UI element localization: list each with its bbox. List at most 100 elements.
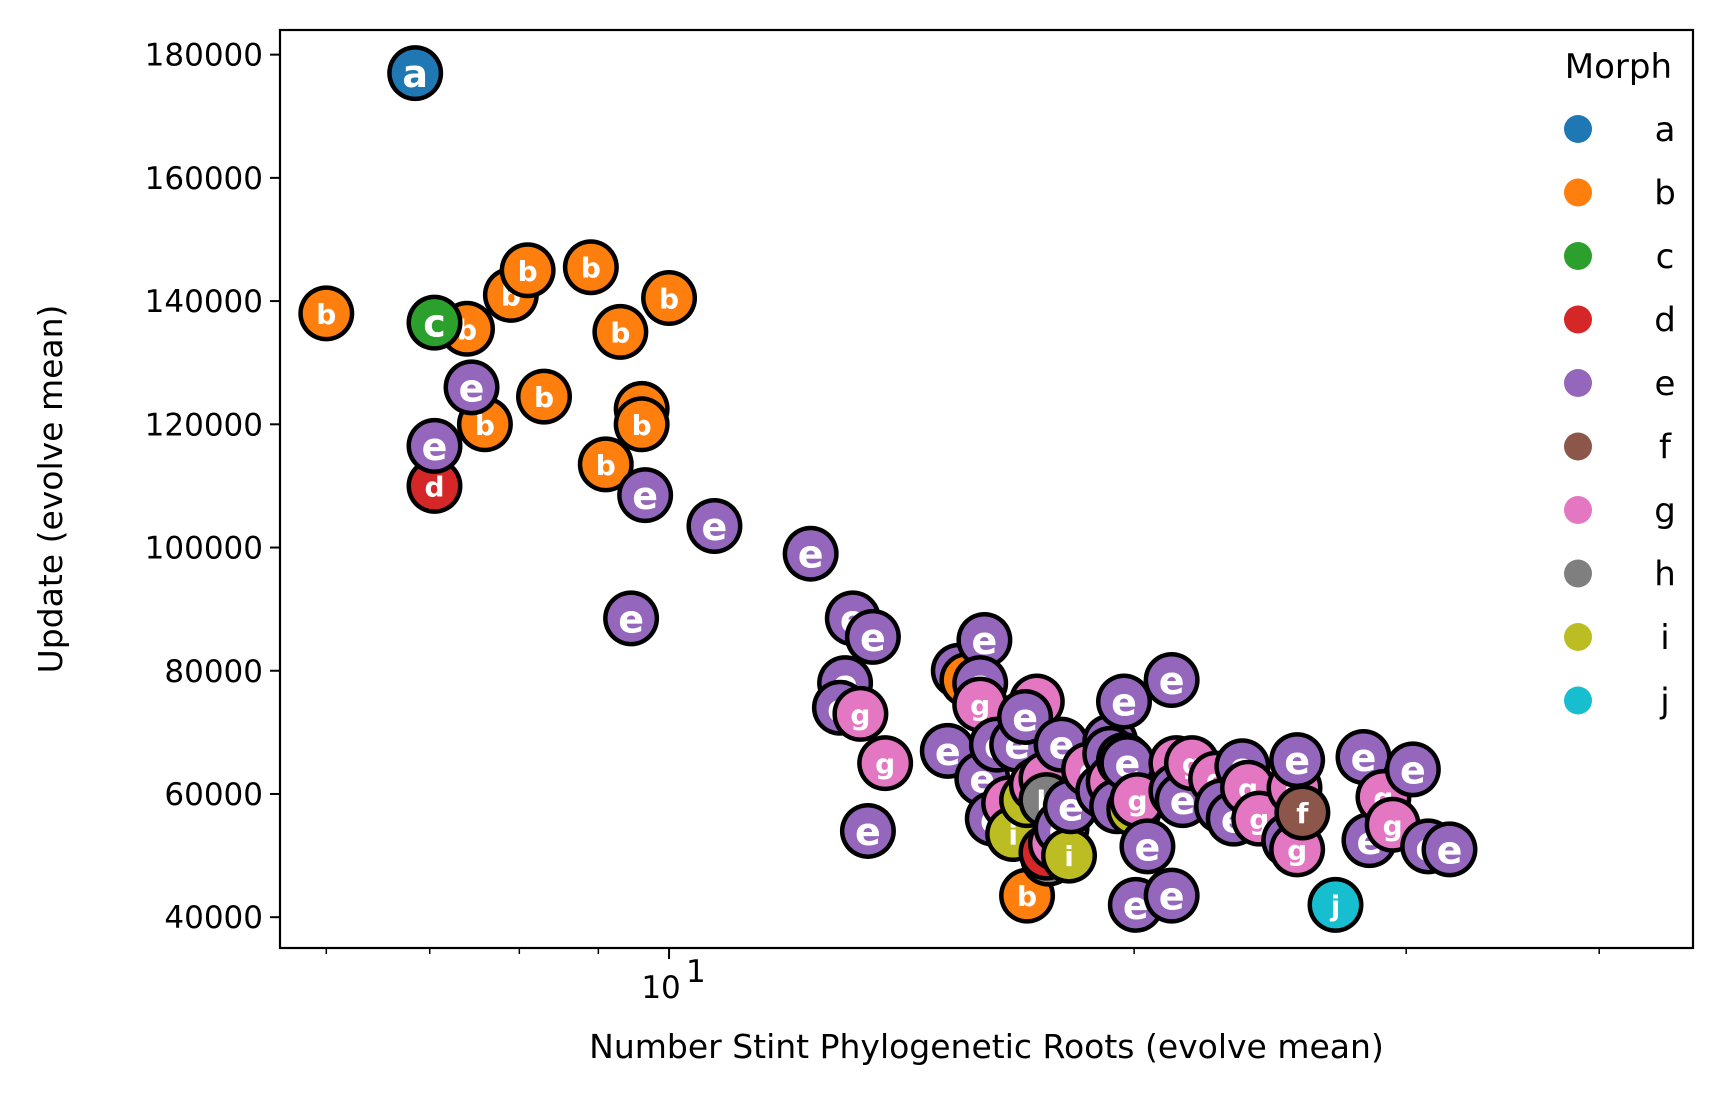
y-tick-label: 80000 xyxy=(164,654,263,690)
data-point-j: j xyxy=(1307,876,1364,933)
point-label: e xyxy=(1012,696,1038,740)
legend-label: j xyxy=(1659,682,1669,722)
data-point-e: e xyxy=(603,590,660,647)
data-point-e: e xyxy=(1143,651,1200,708)
y-tick-label: 140000 xyxy=(145,284,263,320)
legend-marker xyxy=(1564,115,1592,143)
data-point-e: e xyxy=(844,608,901,665)
data-point-d: d xyxy=(406,457,463,514)
point-label: b xyxy=(1017,880,1037,913)
legend-marker xyxy=(1564,369,1592,397)
legend-entry-i: i xyxy=(1564,618,1670,658)
point-label: b xyxy=(534,381,554,414)
data-point-e: e xyxy=(1421,821,1478,878)
data-point-e: e xyxy=(686,497,743,554)
legend-entry-a: a xyxy=(1564,110,1675,150)
point-fill xyxy=(596,308,644,356)
point-fill xyxy=(504,246,552,294)
point-fill xyxy=(448,363,496,411)
point-fill xyxy=(1389,745,1437,793)
point-fill xyxy=(645,274,693,322)
x-axis-label: Number Stint Phylogenetic Roots (evolve … xyxy=(589,1027,1384,1066)
data-point-e: e xyxy=(617,467,674,524)
legend-label: a xyxy=(1655,110,1676,150)
data-point-e: e xyxy=(1095,673,1152,730)
legend-marker xyxy=(1564,242,1592,270)
point-fill xyxy=(1425,825,1473,873)
legend-entry-d: d xyxy=(1564,301,1676,341)
y-tick-label: 120000 xyxy=(145,407,263,443)
legend-label: c xyxy=(1656,237,1675,277)
legend-label: d xyxy=(1654,301,1676,341)
y-tick-label: 60000 xyxy=(164,777,263,813)
point-label: e xyxy=(1437,828,1463,872)
point-label: e xyxy=(618,597,644,641)
point-label: e xyxy=(1159,875,1185,919)
point-fill xyxy=(787,530,835,578)
point-label: b xyxy=(596,449,616,482)
point-fill xyxy=(861,739,909,787)
point-label: i xyxy=(1064,840,1074,873)
point-label: j xyxy=(1330,889,1341,922)
point-fill xyxy=(690,502,738,550)
data-point-b: b xyxy=(562,239,619,296)
data-point-b: b xyxy=(298,285,355,342)
point-fill xyxy=(618,400,666,448)
point-label: b xyxy=(316,298,336,331)
plot-frame xyxy=(278,28,1695,950)
data-point-b: b xyxy=(499,242,556,299)
data-point-b: b xyxy=(613,396,670,453)
legend-entry-g: g xyxy=(1564,491,1676,531)
legend-label: e xyxy=(1655,364,1676,404)
points-layer: abbbbbbbbbbbbcdeeeeeeeeeeggeeebeegeeeege… xyxy=(298,45,1478,933)
data-point-e: e xyxy=(443,359,500,416)
legend-marker xyxy=(1564,559,1592,588)
data-point-g: g xyxy=(832,685,889,742)
point-label: g xyxy=(970,689,990,722)
point-label: e xyxy=(1284,739,1310,783)
point-fill xyxy=(411,462,459,510)
y-tick-label: 100000 xyxy=(145,531,263,567)
point-label: e xyxy=(855,810,881,854)
data-point-f: f xyxy=(1274,784,1331,841)
point-label: a xyxy=(402,52,428,96)
legend-label: g xyxy=(1654,491,1676,531)
data-point-i: i xyxy=(1041,827,1098,884)
point-label: e xyxy=(1159,659,1185,703)
legend-label: i xyxy=(1660,618,1669,658)
point-fill xyxy=(1100,678,1148,726)
legend-entry-b: b xyxy=(1564,174,1676,214)
point-label: b xyxy=(610,316,630,349)
point-fill xyxy=(1339,733,1387,781)
point-fill xyxy=(960,616,1008,664)
point-fill xyxy=(391,49,439,97)
point-fill xyxy=(567,243,615,291)
y-tick-label: 40000 xyxy=(164,900,263,936)
point-fill xyxy=(411,422,459,470)
point-fill xyxy=(1148,872,1196,920)
point-label: e xyxy=(860,616,886,660)
data-point-a: a xyxy=(387,45,444,102)
legend-title: Morph xyxy=(1565,47,1672,87)
legend-marker xyxy=(1564,686,1592,715)
point-fill xyxy=(411,299,459,347)
point-fill xyxy=(1123,822,1171,870)
data-point-c: c xyxy=(406,294,463,351)
data-point-b: b xyxy=(577,436,634,493)
legend-entry-h: h xyxy=(1564,555,1676,595)
data-point-b: b xyxy=(516,368,573,425)
legend-entry-c: c xyxy=(1564,237,1674,277)
point-fill xyxy=(520,373,568,421)
y-axis: 40000 60000 80000 100000 120000 140000 160000 1… xyxy=(145,38,280,936)
legend-marker xyxy=(1564,432,1592,461)
point-label: f xyxy=(1296,797,1309,830)
x-axis: 10 1 xyxy=(325,948,1600,1006)
point-label: b xyxy=(581,252,601,285)
legend-label: f xyxy=(1659,428,1672,468)
point-fill xyxy=(1045,832,1093,880)
point-fill xyxy=(836,690,884,738)
point-fill xyxy=(849,613,897,661)
data-point-e: e xyxy=(839,802,896,859)
point-label: e xyxy=(702,505,728,549)
